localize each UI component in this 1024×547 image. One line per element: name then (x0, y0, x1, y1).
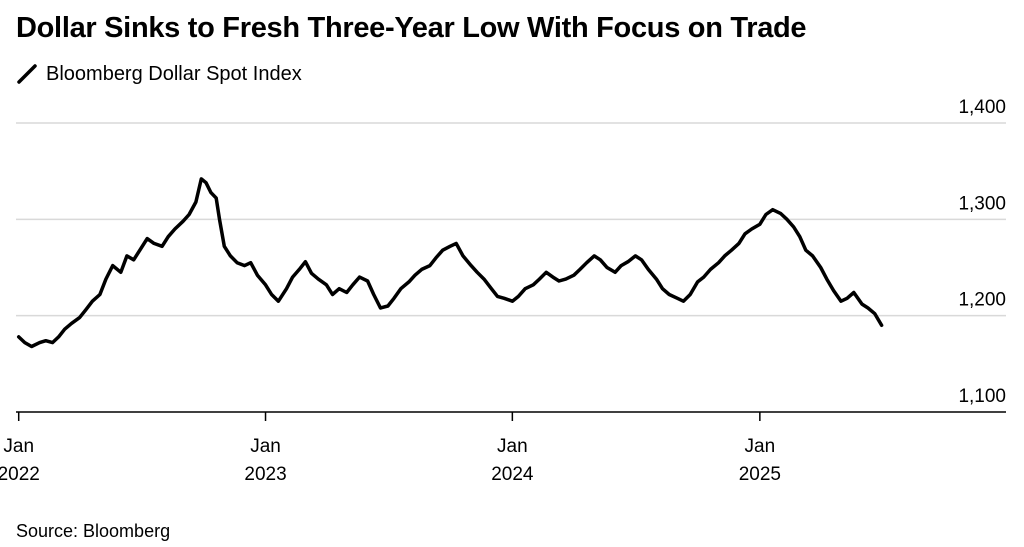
x-tick-year-2023: 2023 (244, 464, 286, 485)
x-tick-year-2024: 2024 (491, 464, 534, 485)
x-axis (16, 411, 1006, 421)
x-tick-month-2024: Jan (497, 436, 528, 457)
y-tick-label-1400: 1,400 (958, 97, 1006, 118)
grid-layer (16, 122, 1006, 317)
legend-label: Bloomberg Dollar Spot Index (46, 62, 302, 85)
source-note: Source: Bloomberg (16, 521, 171, 541)
x-tick-month-2022: Jan (3, 436, 34, 457)
x-tick-month-2023: Jan (250, 436, 281, 457)
y-tick-label-1200: 1,200 (958, 290, 1006, 311)
tick-labels: 1,100 1,200 1,300 1,400 Jan 2022 Jan 2023 Jan 202… (0, 97, 1006, 485)
legend: Bloomberg Dollar Spot Index (16, 62, 302, 86)
x-tick-year-2022: 2022 (0, 464, 40, 485)
chart-title: Dollar Sinks to Fresh Three-Year Low Wit… (16, 12, 807, 44)
y-tick-label-1100: 1,100 (958, 386, 1006, 407)
series-layer (16, 177, 884, 349)
legend-line-icon (17, 64, 37, 84)
y-tick-label-1300: 1,300 (958, 193, 1006, 214)
x-tick-year-2025: 2025 (739, 464, 781, 485)
series-line-0 (16, 177, 884, 349)
x-tick-month-2025: Jan (745, 436, 776, 457)
